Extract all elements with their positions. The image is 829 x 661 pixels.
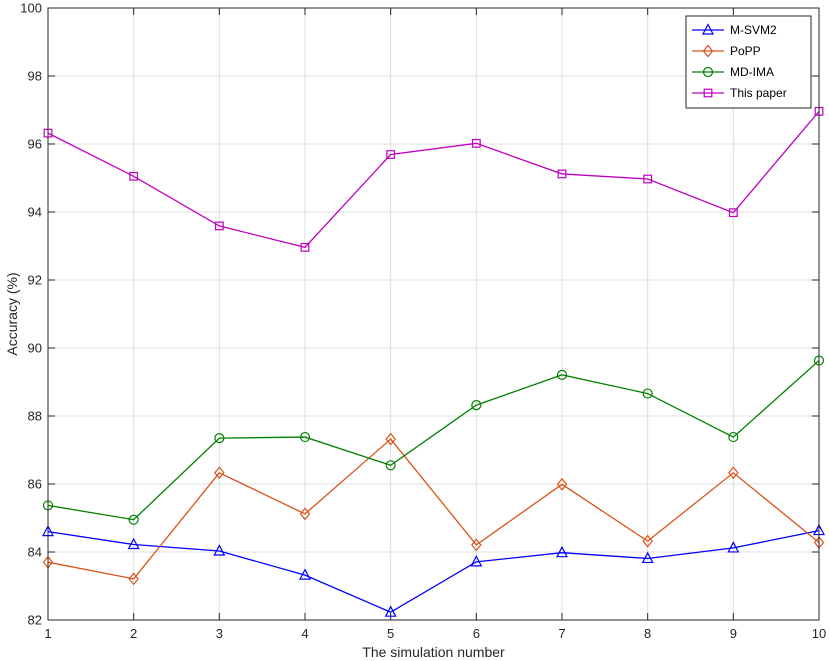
- data-point: [213, 544, 226, 556]
- data-point: [556, 369, 568, 380]
- legend-item: MD-IMA: [692, 65, 774, 79]
- legend-label: MD-IMA: [730, 65, 774, 79]
- y-tick-label: 94: [28, 205, 42, 220]
- x-tick-label: 2: [130, 626, 137, 641]
- plot-frame: [47, 7, 820, 621]
- series-line: [47, 360, 820, 521]
- data-point: [471, 538, 482, 552]
- y-tick-label: 96: [28, 137, 42, 152]
- legend-label: M-SVM2: [730, 23, 777, 37]
- y-tick-label: 98: [28, 69, 42, 84]
- y-tick-label: 86: [28, 477, 42, 492]
- data-point: [556, 477, 568, 491]
- data-point: [214, 433, 225, 444]
- data-point: [299, 568, 311, 580]
- y-tick-label: 92: [28, 273, 42, 288]
- y-tick-label: 88: [28, 409, 42, 424]
- data-point: [386, 150, 396, 159]
- data-point: [127, 537, 140, 550]
- data-point: [299, 507, 311, 521]
- legend-item: PoPP: [692, 44, 761, 58]
- data-point: [299, 431, 311, 443]
- legend-item: This paper: [692, 86, 787, 100]
- y-axis-label: Accuracy (%): [4, 272, 20, 355]
- x-tick-label: 6: [473, 626, 480, 641]
- legend-marker: [702, 66, 714, 78]
- y-tick-label: 100: [20, 1, 42, 16]
- plot-background: [48, 8, 819, 620]
- data-point: [557, 169, 567, 179]
- y-tick-label: 90: [28, 341, 42, 356]
- axis-ticks: 1 2 3 4 5 6 7 8 9 10 82 84 86 88 90 92 94 96 98 100: [20, 1, 826, 642]
- data-point: [471, 138, 481, 148]
- data-point: [128, 514, 139, 525]
- series-layer: [42, 106, 825, 617]
- data-point: [300, 242, 310, 252]
- data-point: [128, 572, 139, 586]
- legend-label: This paper: [730, 86, 787, 100]
- y-tick-label: 82: [28, 613, 42, 628]
- data-point: [641, 551, 654, 564]
- data-point: [214, 466, 225, 480]
- data-point: [129, 171, 139, 181]
- data-point: [642, 388, 653, 399]
- x-tick-label: 9: [730, 626, 737, 641]
- legend-marker: [702, 44, 714, 58]
- data-point: [728, 431, 739, 443]
- y-tick-label: 84: [28, 545, 42, 560]
- data-point: [727, 541, 740, 553]
- series-line: [47, 438, 820, 580]
- series-line: [47, 529, 820, 613]
- x-tick-label: 8: [644, 626, 651, 641]
- legend-item: M-SVM2: [692, 23, 777, 37]
- legend-marker: [702, 23, 714, 35]
- data-point: [214, 221, 224, 231]
- data-point: [728, 208, 738, 218]
- data-point: [642, 534, 653, 548]
- data-point: [643, 174, 653, 184]
- series-line: [47, 110, 820, 249]
- data-point: [385, 460, 396, 471]
- data-point: [728, 466, 739, 480]
- x-tick-label: 5: [387, 626, 394, 641]
- data-point: [470, 555, 483, 567]
- x-tick-label: 7: [558, 626, 565, 641]
- legend-label: PoPP: [730, 44, 761, 58]
- series-popp: [42, 432, 825, 586]
- x-tick-label: 4: [301, 626, 308, 641]
- data-point: [471, 400, 482, 411]
- x-axis-label: The simulation number: [362, 644, 505, 660]
- x-tick-label: 1: [44, 626, 51, 641]
- legend-marker: [703, 88, 713, 98]
- data-point: [556, 545, 568, 558]
- x-tick-label: 3: [216, 626, 223, 641]
- legend: M-SVM2 PoPP MD-IMA This paper: [685, 15, 812, 109]
- x-tick-label: 10: [812, 626, 826, 641]
- data-point: [385, 432, 396, 446]
